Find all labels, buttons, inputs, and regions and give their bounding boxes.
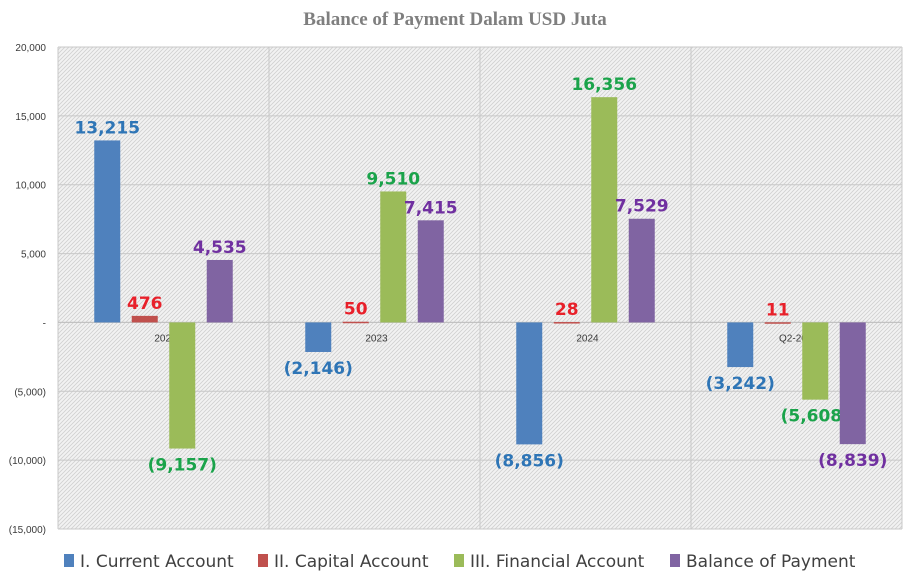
x-tick-label: 2024 <box>576 333 599 344</box>
bar <box>342 321 369 324</box>
bar <box>802 322 829 400</box>
bar <box>839 322 866 445</box>
y-tick-label: 10,000 <box>15 181 46 192</box>
data-label: 28 <box>555 300 579 320</box>
legend-label: I. Current Account <box>80 552 234 572</box>
legend-label: Balance of Payment <box>686 552 856 572</box>
data-label: (8,856) <box>495 451 564 471</box>
bar <box>591 97 618 323</box>
x-tick-label: Q2-2025 <box>779 333 818 344</box>
data-label: 7,529 <box>615 197 669 217</box>
y-tick-label: (5,000) <box>14 387 46 398</box>
data-label: (2,146) <box>284 359 353 379</box>
plot-area: 20,000 15,000 10,000 5,000 - (5,000) (10,000) (… <box>9 43 903 536</box>
y-tick-label: - <box>43 318 46 329</box>
data-label: 7,415 <box>404 198 458 218</box>
data-label: 476 <box>127 294 163 314</box>
data-label: (5,608) <box>781 407 850 427</box>
bar <box>380 191 407 323</box>
legend-swatch <box>64 554 74 567</box>
data-label: 50 <box>344 300 368 320</box>
bar <box>553 322 580 324</box>
data-label: 4,535 <box>193 238 247 258</box>
x-tick-label: 2022 <box>154 333 177 344</box>
y-tick-label: (10,000) <box>9 456 46 467</box>
x-tick-label: 2023 <box>365 333 388 344</box>
bar <box>169 322 196 449</box>
bar <box>94 140 121 323</box>
bar <box>727 322 754 368</box>
legend: I. Current Account II. Capital Account III… <box>64 552 856 572</box>
chart-title: Balance of Payment Dalam USD Juta <box>303 9 607 30</box>
data-label: 9,510 <box>366 169 420 189</box>
data-label: 11 <box>766 300 790 320</box>
y-tick-label: 15,000 <box>15 112 46 123</box>
legend-swatch <box>670 554 680 567</box>
bar <box>206 259 233 323</box>
data-label: (9,157) <box>148 456 217 476</box>
bar <box>516 322 543 445</box>
bar <box>417 220 444 323</box>
data-label: (8,839) <box>818 451 887 471</box>
bar <box>305 322 332 352</box>
y-tick-label: 5,000 <box>21 250 46 261</box>
y-tick-label: 20,000 <box>15 43 46 54</box>
bar <box>131 315 158 323</box>
legend-swatch <box>454 554 464 567</box>
data-label: (3,242) <box>706 374 775 394</box>
data-label: 16,356 <box>571 75 637 95</box>
legend-swatch <box>258 554 268 567</box>
legend-label: II. Capital Account <box>274 552 429 572</box>
y-tick-label: (15,000) <box>9 525 46 536</box>
legend-label: III. Financial Account <box>470 552 645 572</box>
data-label: 13,215 <box>74 118 140 138</box>
bar <box>628 218 655 323</box>
bar <box>764 322 791 324</box>
